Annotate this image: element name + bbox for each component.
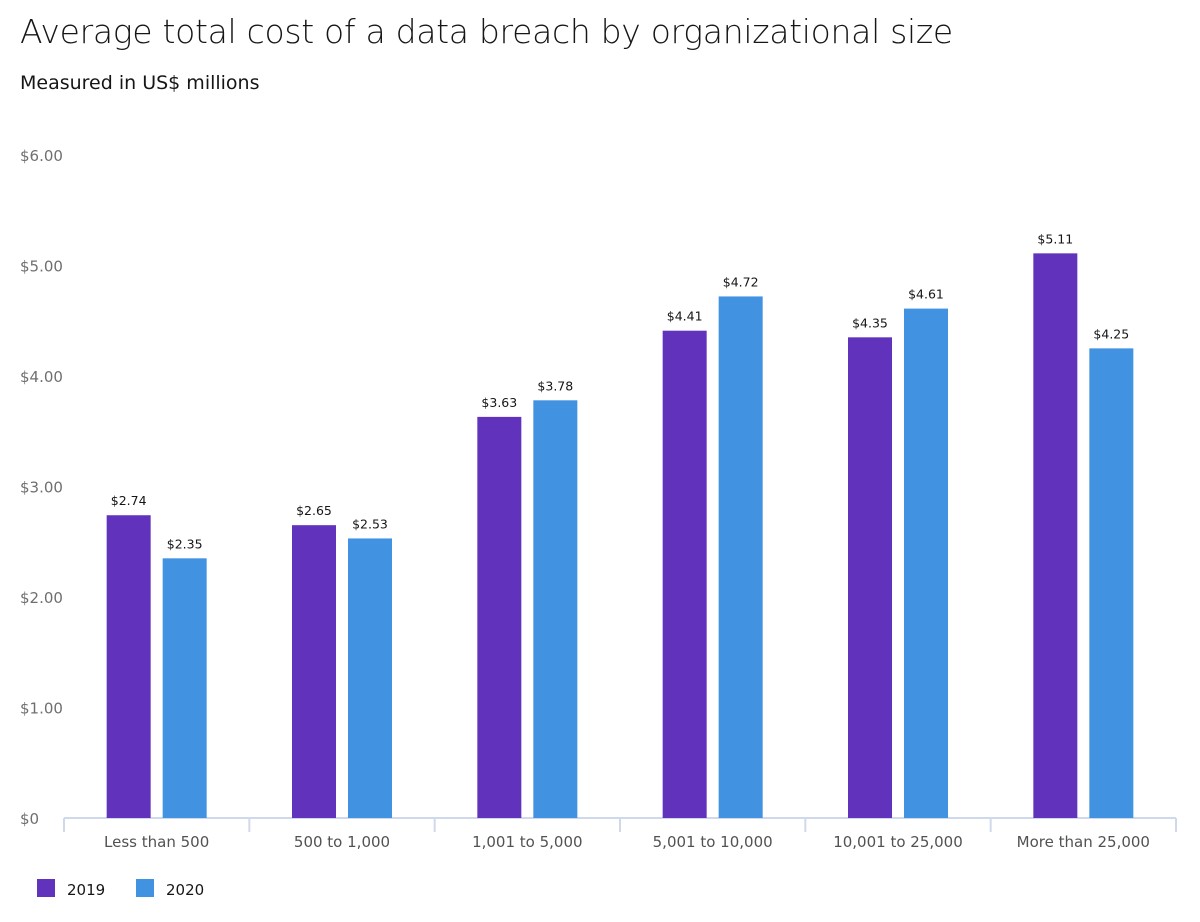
bar-2020 bbox=[533, 400, 578, 818]
x-tick-label: More than 25,000 bbox=[1017, 833, 1150, 851]
y-tick-label: $5.00 bbox=[20, 258, 63, 276]
bar-2020 bbox=[718, 296, 763, 818]
bar-2020 bbox=[348, 538, 392, 818]
data-label: $2.53 bbox=[352, 516, 388, 531]
bar-2020 bbox=[1089, 348, 1134, 818]
data-label: $4.41 bbox=[667, 309, 703, 324]
data-label: $4.72 bbox=[723, 274, 759, 289]
bar-2019 bbox=[292, 525, 336, 818]
y-tick-label: $0 bbox=[20, 810, 39, 828]
x-tick-label: 10,001 to 25,000 bbox=[833, 833, 963, 851]
chart-title: Average total cost of a data breach by o… bbox=[20, 12, 953, 51]
legend-swatch-2020 bbox=[136, 879, 154, 897]
data-label: $4.61 bbox=[908, 287, 944, 302]
data-label: $3.63 bbox=[481, 395, 517, 410]
data-label: $2.74 bbox=[111, 493, 147, 508]
x-tick-label: 500 to 1,000 bbox=[294, 833, 390, 851]
data-label: $4.25 bbox=[1093, 326, 1129, 341]
bar-2020 bbox=[904, 308, 948, 818]
x-tick-label: Less than 500 bbox=[104, 833, 209, 851]
legend-label-2019: 2019 bbox=[67, 881, 105, 899]
data-label: $3.78 bbox=[537, 378, 573, 393]
data-label: $2.65 bbox=[296, 503, 332, 518]
y-tick-label: $3.00 bbox=[20, 479, 63, 497]
chart-subtitle: Measured in US$ millions bbox=[20, 72, 260, 94]
legend-label-2020: 2020 bbox=[166, 881, 204, 899]
y-tick-label: $2.00 bbox=[20, 589, 63, 607]
x-tick-label: 5,001 to 10,000 bbox=[653, 833, 773, 851]
y-tick-label: $6.00 bbox=[20, 147, 63, 165]
data-label: $4.35 bbox=[852, 315, 888, 330]
data-label: $5.11 bbox=[1037, 231, 1073, 246]
x-tick-label: 1,001 to 5,000 bbox=[472, 833, 582, 851]
legend-swatch-2019 bbox=[37, 879, 55, 897]
bar-2019 bbox=[1033, 253, 1078, 819]
data-label: $2.35 bbox=[167, 536, 203, 551]
y-tick-label: $1.00 bbox=[20, 700, 63, 718]
bar-2019 bbox=[848, 337, 892, 818]
bar-2020 bbox=[162, 558, 207, 818]
bar-2019 bbox=[106, 515, 151, 818]
bar-2019 bbox=[477, 416, 522, 818]
y-tick-label: $4.00 bbox=[20, 368, 63, 386]
bar-2019 bbox=[662, 330, 707, 818]
